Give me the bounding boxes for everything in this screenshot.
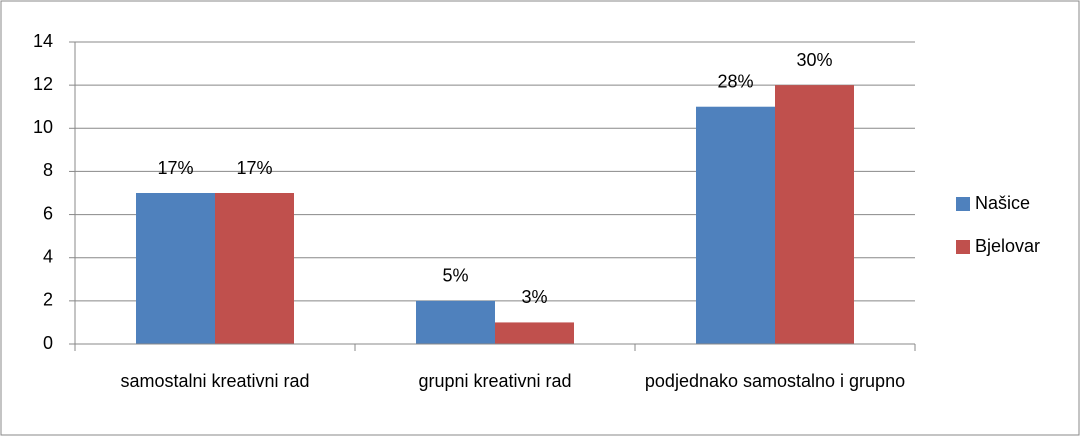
legend-label: Našice	[975, 193, 1030, 213]
data-label: 3%	[521, 287, 547, 307]
legend-swatch	[956, 197, 970, 211]
bar	[696, 106, 775, 344]
bar	[215, 193, 294, 344]
data-label: 28%	[717, 71, 753, 91]
legend-swatch	[956, 240, 970, 254]
y-tick-label: 0	[43, 333, 53, 353]
data-label: 5%	[442, 266, 468, 286]
data-label: 30%	[796, 50, 832, 70]
bar	[416, 300, 495, 344]
legend-label: Bjelovar	[975, 236, 1040, 256]
y-tick-label: 4	[43, 246, 53, 266]
x-tick-label: samostalni kreativni rad	[120, 371, 310, 391]
y-tick-label: 12	[33, 74, 53, 94]
data-label: 17%	[236, 158, 272, 178]
bar	[136, 193, 215, 344]
y-tick-label: 6	[43, 203, 53, 223]
x-tick-label: podjednako samostalno i grupno	[644, 371, 906, 391]
y-tick-label: 2	[43, 290, 53, 310]
bar	[495, 322, 574, 344]
x-tick-label: grupni kreativni rad	[418, 371, 572, 391]
y-tick-label: 14	[33, 31, 53, 51]
y-tick-label: 10	[33, 117, 53, 137]
data-label: 17%	[157, 158, 193, 178]
y-tick-label: 8	[43, 160, 53, 180]
bar	[775, 85, 854, 345]
